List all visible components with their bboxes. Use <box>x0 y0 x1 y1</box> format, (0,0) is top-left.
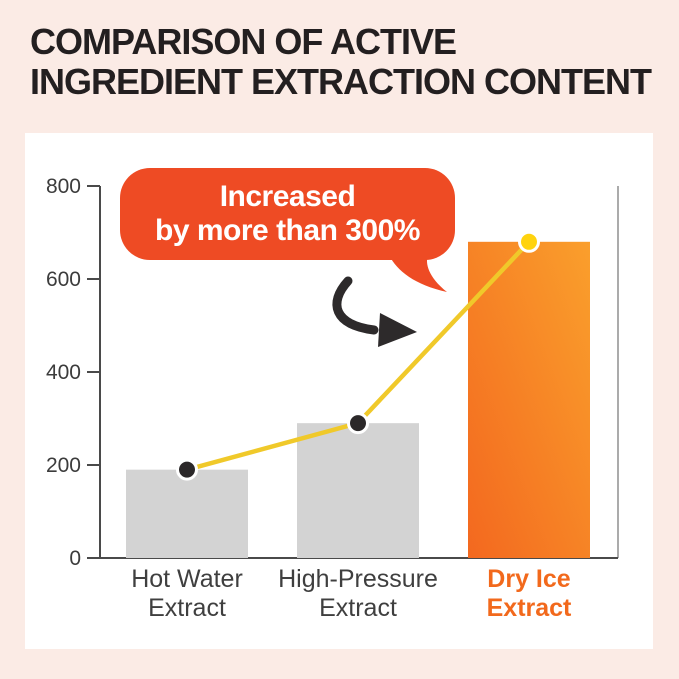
svg-text:0: 0 <box>69 547 81 570</box>
annotation-line1: Increased <box>219 180 356 214</box>
curved-arrow-icon <box>332 276 417 347</box>
chart-panel: 0 200 400 600 800 Hot Water Extract High-Pressu… <box>25 133 653 649</box>
svg-text:Extract: Extract <box>319 594 397 622</box>
svg-text:600: 600 <box>46 268 81 291</box>
annotation-line2: by more than 300% <box>155 214 420 247</box>
svg-text:400: 400 <box>46 361 81 384</box>
page-title: COMPARISON OF ACTIVE INGREDIENT EXTRACTI… <box>30 21 655 103</box>
svg-text:Extract: Extract <box>148 594 226 622</box>
svg-text:800: 800 <box>46 175 81 198</box>
svg-text:Extract: Extract <box>487 594 572 622</box>
svg-text:Dry Ice: Dry Ice <box>487 565 570 593</box>
page-title-line2: INGREDIENT EXTRACTION CONTENT <box>30 61 652 103</box>
svg-text:200: 200 <box>46 454 81 477</box>
svg-text:Hot Water: Hot Water <box>131 565 243 593</box>
speech-bubble-annotation: Increased by more than 300% <box>120 168 455 260</box>
speech-bubble-tail <box>389 255 447 292</box>
page-title-line1: COMPARISON OF ACTIVE <box>30 21 457 62</box>
svg-text:High-Pressure: High-Pressure <box>278 565 438 593</box>
